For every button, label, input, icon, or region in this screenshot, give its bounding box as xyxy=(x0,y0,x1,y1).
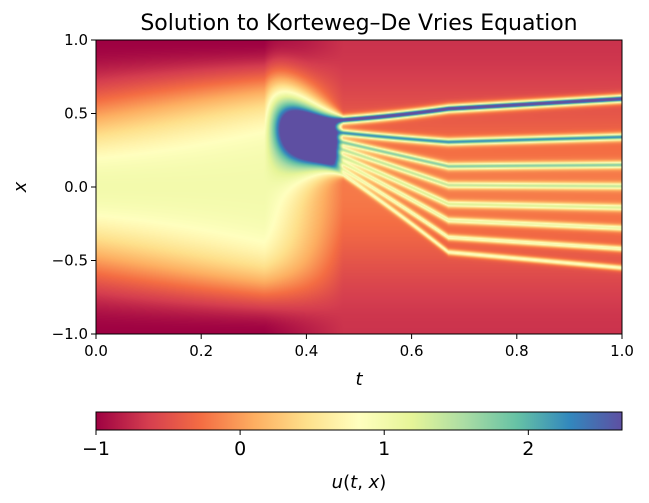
x-tick-label: 0.4 xyxy=(294,342,318,360)
colorbar: −1 0 1 2 u(t, x) xyxy=(82,411,623,493)
y-tick-label: −1.0 xyxy=(52,325,88,343)
colorbar-label: u(t, x) xyxy=(332,472,387,493)
x-tick-label: 0.6 xyxy=(400,342,424,360)
colorbar-gradient xyxy=(95,411,623,431)
x-axis: 0.0 0.2 0.4 0.6 0.8 1.0 xyxy=(84,334,634,360)
x-tick-label: 1.0 xyxy=(610,342,634,360)
colorbar-tick-label: −1 xyxy=(82,438,110,460)
y-tick-label: 1.0 xyxy=(64,31,88,49)
colorbar-tick-label: 0 xyxy=(234,438,246,460)
y-tick-label: −0.5 xyxy=(52,252,88,270)
y-axis: −1.0 −0.5 0.0 0.5 1.0 xyxy=(52,31,96,343)
x-tick-label: 0.2 xyxy=(189,342,213,360)
colorbar-ticks: −1 0 1 2 xyxy=(82,430,534,460)
colorbar-tick-label: 1 xyxy=(378,438,390,460)
y-tick-label: 0.5 xyxy=(64,105,88,123)
colorbar-tick-label: 2 xyxy=(522,438,534,460)
x-axis-label: t xyxy=(355,369,363,390)
x-tick-label: 0.0 xyxy=(84,342,108,360)
heatmap-canvas-holder xyxy=(96,40,622,334)
heatmap-plot xyxy=(95,39,623,335)
y-axis-label: x xyxy=(10,181,31,193)
x-tick-label: 0.8 xyxy=(505,342,529,360)
chart-title: Solution to Korteweg–De Vries Equation xyxy=(140,11,577,36)
y-tick-label: 0.0 xyxy=(64,178,88,196)
